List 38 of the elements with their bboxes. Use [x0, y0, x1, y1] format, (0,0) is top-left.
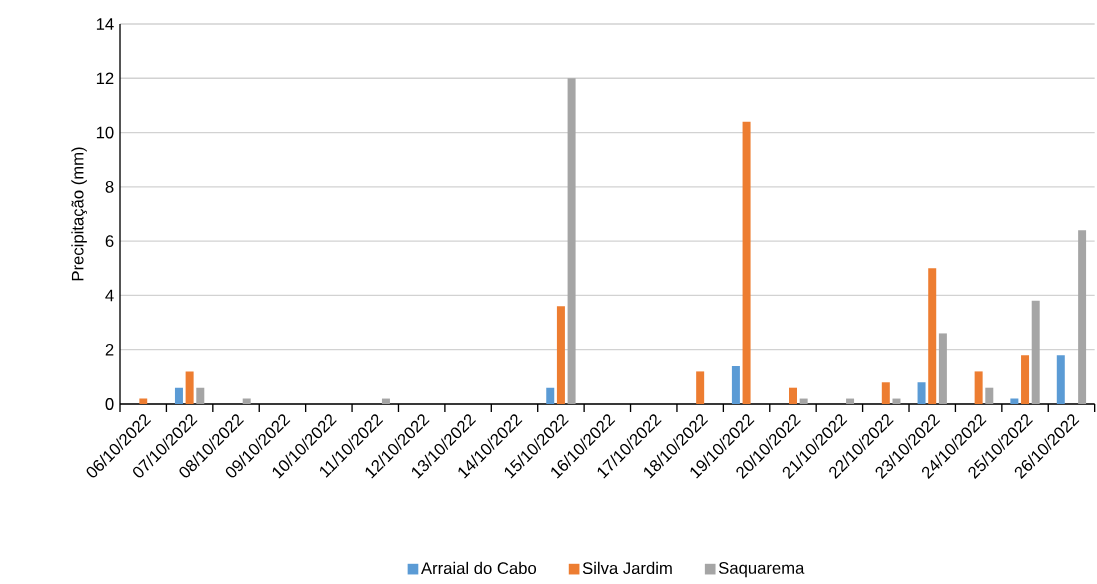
- bar: [174, 387, 183, 404]
- bar: [242, 398, 251, 404]
- y-tick-label: 2: [105, 343, 114, 356]
- bar: [546, 387, 555, 404]
- bar: [938, 333, 947, 404]
- bar: [928, 268, 937, 404]
- bar: [974, 371, 983, 404]
- bar: [1021, 355, 1030, 404]
- bar: [185, 371, 194, 404]
- bar: [196, 387, 205, 404]
- legend-label: Saquarema: [718, 562, 805, 578]
- y-tick-label: 6: [105, 235, 114, 248]
- y-tick-label: 0: [105, 398, 114, 410]
- y-tick-label: 10: [96, 126, 114, 139]
- bar: [567, 78, 576, 404]
- bar: [731, 365, 740, 404]
- bar: [846, 398, 855, 404]
- bar: [799, 398, 808, 404]
- bar: [1031, 300, 1040, 404]
- bar: [788, 387, 797, 404]
- bar: [556, 306, 565, 404]
- y-tick-label: 12: [96, 72, 114, 85]
- bar: [1010, 398, 1019, 404]
- legend-label: Silva Jardim: [582, 561, 672, 575]
- legend-label: Arraial do Cabo: [421, 561, 537, 575]
- y-tick-label: 4: [105, 289, 114, 302]
- bar: [742, 121, 751, 404]
- y-tick-label: 8: [105, 180, 114, 193]
- bar: [381, 398, 390, 404]
- bar: [1078, 230, 1087, 404]
- bar: [696, 371, 705, 404]
- bar: [881, 382, 890, 404]
- bar: [985, 387, 994, 404]
- bar: [892, 398, 901, 404]
- bar: [1056, 355, 1065, 404]
- y-tick-label: 14: [96, 18, 114, 30]
- bar: [917, 382, 926, 404]
- y-axis-title: Precipitação (mm): [71, 147, 87, 281]
